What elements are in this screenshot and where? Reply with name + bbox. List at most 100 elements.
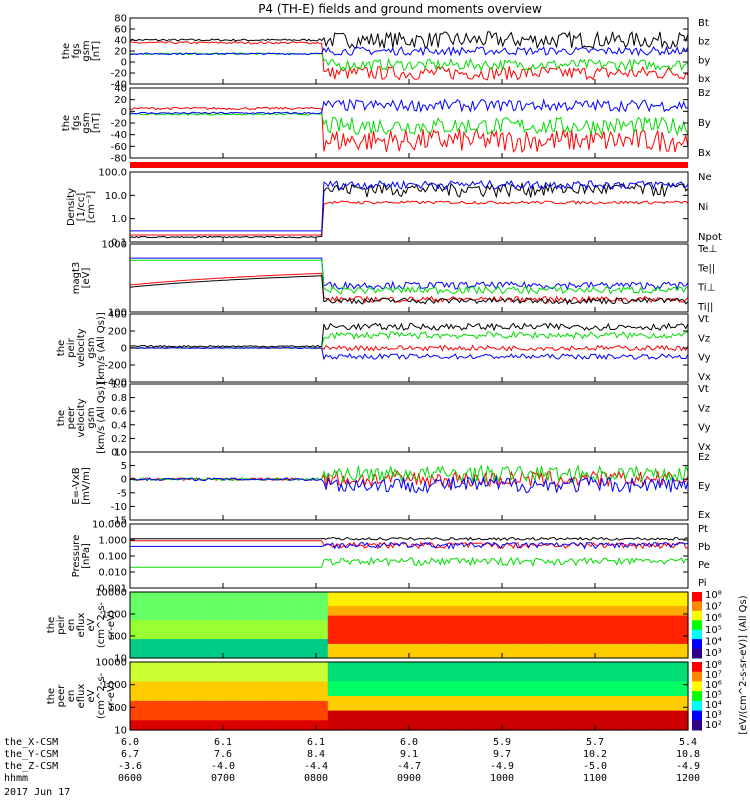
heatmap-cell xyxy=(348,725,354,731)
heatmap-cell xyxy=(464,662,471,668)
heatmap-cell xyxy=(236,625,243,631)
heatmap-cell xyxy=(190,681,197,687)
heatmap-cell xyxy=(195,696,202,702)
heatmap-cell xyxy=(576,596,583,602)
heatmap-cell xyxy=(302,648,309,654)
heatmap-cell xyxy=(368,666,375,673)
heatmap-cell xyxy=(561,705,567,712)
heatmap-cell xyxy=(414,686,420,692)
heatmap-cell xyxy=(525,671,532,678)
heatmap-cell xyxy=(231,596,238,602)
heatmap-cell xyxy=(140,686,146,692)
ephemeris-value: 8.4 xyxy=(307,749,325,760)
y-axis-label: [nPa] xyxy=(81,543,92,569)
heatmap-cell xyxy=(195,715,202,721)
heatmap-cell xyxy=(677,710,684,717)
heatmap-cell xyxy=(525,705,532,712)
heatmap-cell xyxy=(155,676,162,683)
heatmap-cell xyxy=(322,705,329,712)
heatmap-cell xyxy=(556,596,562,602)
heatmap-cell xyxy=(292,592,298,598)
heatmap-cell xyxy=(444,606,451,612)
heatmap-cell xyxy=(672,662,679,668)
heatmap-cell xyxy=(195,639,202,645)
heatmap-cell xyxy=(429,592,435,598)
y-tick-label: -40 xyxy=(111,80,127,91)
heatmap-cell xyxy=(322,696,329,702)
heatmap-cell xyxy=(561,715,567,721)
heatmap-cell xyxy=(566,606,572,612)
heatmap-cell xyxy=(480,686,486,692)
heatmap-cell xyxy=(622,691,628,697)
heatmap-cell xyxy=(322,662,329,668)
heatmap-cell xyxy=(505,610,512,617)
heatmap-cell xyxy=(414,671,420,678)
heatmap-cell xyxy=(206,715,212,721)
heatmap-cell xyxy=(677,681,684,687)
heatmap-cell xyxy=(287,653,293,659)
heatmap-cell xyxy=(297,681,304,687)
heatmap-cell xyxy=(226,625,233,631)
heatmap-cell xyxy=(358,620,364,626)
heatmap-cell xyxy=(180,639,187,645)
heatmap-cell xyxy=(540,615,547,621)
heatmap-cell xyxy=(662,676,669,683)
heatmap-cell xyxy=(601,592,608,598)
heatmap-cell xyxy=(226,648,233,654)
heatmap-cell xyxy=(591,705,598,712)
heatmap-cell xyxy=(434,643,441,650)
heatmap-cell xyxy=(454,606,461,612)
heatmap-cell xyxy=(449,648,456,654)
y-tick-label: 10 xyxy=(114,448,127,459)
heatmap-cell xyxy=(424,671,430,678)
heatmap-cell xyxy=(170,720,177,726)
legend-Ti||: Ti|| xyxy=(697,302,713,313)
heatmap-cell xyxy=(652,676,659,683)
heatmap-cell xyxy=(272,662,278,668)
colorbar-segment xyxy=(692,681,702,692)
heatmap-cell xyxy=(677,629,684,635)
heatmap-cell xyxy=(546,662,552,668)
heatmap-cell xyxy=(388,662,395,668)
heatmap-cell xyxy=(667,666,674,673)
heatmap-cell xyxy=(495,592,501,598)
heatmap-cell xyxy=(520,629,527,635)
heatmap-cell xyxy=(485,634,491,640)
heatmap-cell xyxy=(307,601,314,607)
heatmap-cell xyxy=(378,653,385,659)
heatmap-cell xyxy=(241,676,248,683)
heatmap-cell xyxy=(226,725,233,731)
heatmap-cell xyxy=(571,610,577,617)
heatmap-cell xyxy=(246,725,253,731)
heatmap-cell xyxy=(576,700,583,707)
heatmap-cell xyxy=(302,601,309,607)
heatmap-cell xyxy=(429,648,435,654)
heatmap-cell xyxy=(556,639,562,645)
heatmap-cell xyxy=(221,696,227,702)
heatmap-cell xyxy=(322,671,329,678)
heatmap-cell xyxy=(490,705,496,712)
heatmap-cell xyxy=(282,715,288,721)
heatmap-cell xyxy=(677,666,684,673)
heatmap-cell xyxy=(378,705,385,712)
heatmap-cell xyxy=(474,615,481,621)
heatmap-cell xyxy=(165,648,172,654)
heatmap-cell xyxy=(160,653,167,659)
heatmap-cell xyxy=(312,696,319,702)
heatmap-cell xyxy=(246,648,253,654)
heatmap-cell xyxy=(551,662,557,668)
heatmap-cell xyxy=(606,615,613,621)
heatmap-cell xyxy=(424,705,430,712)
heatmap-cell xyxy=(637,601,643,607)
heatmap-cell xyxy=(170,639,177,645)
heatmap-cell xyxy=(561,662,567,668)
heatmap-cell xyxy=(530,681,537,687)
heatmap-cell xyxy=(180,705,187,712)
heatmap-cell xyxy=(672,625,679,631)
heatmap-cell xyxy=(343,715,349,721)
heatmap-cell xyxy=(454,700,461,707)
heatmap-cell xyxy=(145,676,151,683)
heatmap-cell xyxy=(530,596,537,602)
heatmap-cell xyxy=(135,676,141,683)
heatmap-cell xyxy=(434,596,441,602)
